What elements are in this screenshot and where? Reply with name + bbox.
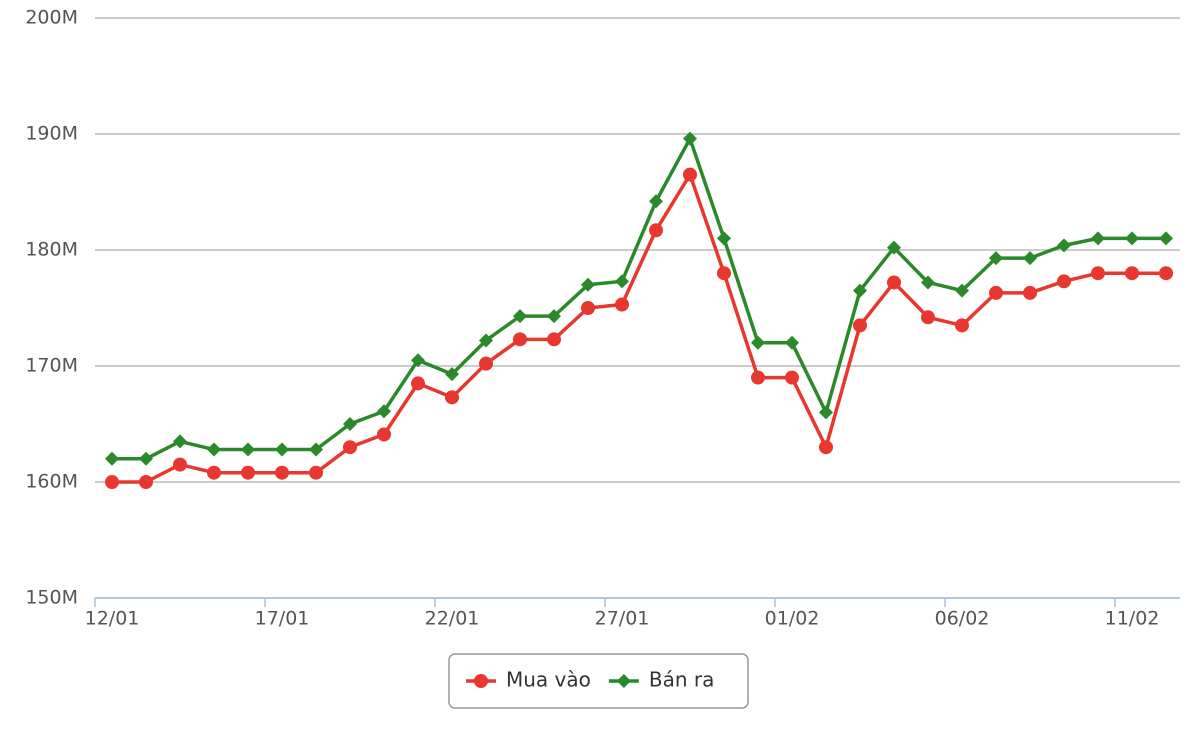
- data-point: [649, 223, 663, 238]
- data-point: [955, 283, 969, 298]
- y-tick-label: 190M: [25, 123, 78, 145]
- data-point: [581, 301, 595, 315]
- data-point: [411, 353, 425, 368]
- data-point: [241, 442, 255, 457]
- data-point: [615, 297, 629, 312]
- data-point: [411, 376, 425, 391]
- data-point: [1057, 274, 1071, 289]
- data-point: [173, 434, 187, 449]
- data-point: [921, 310, 935, 325]
- legend-box: [448, 653, 749, 709]
- x-tick-label: 12/01: [85, 608, 140, 630]
- data-point: [819, 405, 833, 420]
- data-point: [683, 131, 697, 146]
- data-point: [1159, 266, 1173, 281]
- data-point: [989, 285, 1003, 300]
- data-point: [275, 465, 289, 480]
- data-point: [853, 318, 867, 333]
- data-point: [887, 240, 901, 255]
- data-point: [955, 318, 969, 333]
- data-point: [139, 475, 153, 489]
- legend: Mua vào Bán ra: [448, 653, 749, 709]
- legend-marker: [474, 674, 488, 688]
- y-tick-label: 160M: [25, 471, 78, 493]
- y-tick-label: 200M: [25, 7, 78, 29]
- data-point: [1159, 231, 1173, 246]
- y-tick-label: 180M: [25, 239, 78, 261]
- data-point: [445, 390, 459, 405]
- data-point: [513, 309, 527, 324]
- data-point: [717, 266, 731, 281]
- series-line: [112, 172, 1166, 484]
- data-point: [683, 167, 697, 182]
- data-point: [615, 274, 629, 289]
- data-point: [479, 333, 493, 348]
- data-point: [343, 440, 357, 455]
- data-point: [1023, 285, 1037, 300]
- x-tick-label: 11/02: [1105, 608, 1160, 630]
- data-point: [207, 465, 221, 480]
- data-point: [343, 417, 357, 431]
- data-point: [1057, 238, 1071, 253]
- data-point: [377, 427, 391, 442]
- x-tick-label: 27/01: [595, 608, 650, 630]
- y-tick-label: 170M: [25, 355, 78, 377]
- data-point: [819, 440, 833, 455]
- data-point: [717, 231, 731, 246]
- data-point: [921, 275, 935, 290]
- data-point: [1091, 231, 1105, 246]
- data-point: [479, 356, 493, 371]
- data-point: [1125, 266, 1139, 281]
- data-point: [139, 451, 153, 466]
- x-tick-label: 17/01: [255, 608, 310, 630]
- data-point: [751, 335, 765, 350]
- data-point: [853, 283, 867, 298]
- data-point: [751, 370, 765, 385]
- data-point: [649, 194, 663, 209]
- data-point: [581, 277, 595, 292]
- data-point: [1091, 266, 1105, 281]
- data-point: [887, 275, 901, 290]
- x-tick-label: 22/01: [425, 608, 480, 630]
- data-point: [105, 475, 119, 489]
- legend-label: Mua vào: [506, 668, 591, 692]
- data-point: [785, 335, 799, 350]
- legend-label: Bán ra: [649, 668, 715, 692]
- data-point: [377, 404, 391, 419]
- legend-marker: [616, 674, 631, 688]
- data-point: [547, 309, 561, 324]
- x-tick-label: 01/02: [765, 608, 820, 630]
- x-tick-label: 06/02: [935, 608, 990, 630]
- data-point: [275, 442, 289, 457]
- data-point: [309, 465, 323, 480]
- data-point: [513, 332, 527, 347]
- data-point: [1125, 231, 1139, 246]
- data-point: [1023, 251, 1037, 266]
- y-tick-label: 150M: [25, 587, 78, 609]
- data-point: [173, 457, 187, 472]
- data-point: [105, 451, 119, 466]
- data-point: [241, 465, 255, 480]
- data-point: [547, 332, 561, 347]
- data-point: [445, 367, 459, 382]
- data-point: [207, 442, 221, 457]
- data-point: [309, 442, 323, 457]
- data-point: [989, 251, 1003, 266]
- data-point: [785, 370, 799, 385]
- series-line: [112, 136, 1166, 461]
